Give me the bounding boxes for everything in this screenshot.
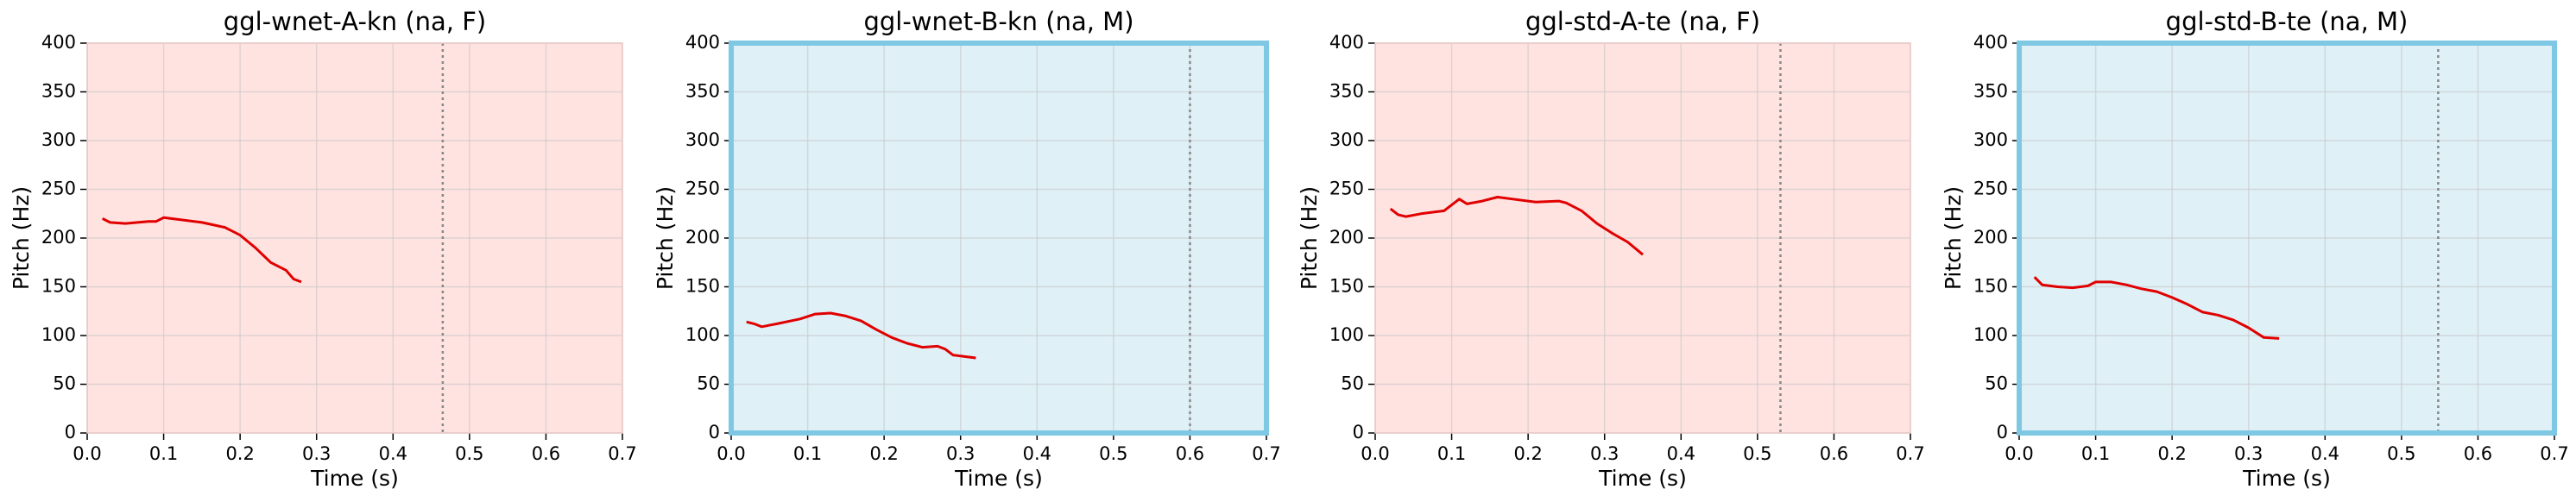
y-tick-label: 150 [41,276,76,297]
x-tick-label: 0.6 [2464,443,2492,464]
y-tick-label: 50 [697,373,720,394]
y-tick-label: 250 [41,179,76,199]
y-tick-label: 200 [1973,227,2008,248]
y-tick-label: 250 [1973,179,2008,199]
chart-title: ggl-wnet-B-kn (na, M) [863,7,1133,36]
x-tick-label: 0.5 [1099,443,1127,464]
y-tick-label: 150 [1329,276,1364,297]
y-tick-label: 250 [1329,179,1364,199]
y-tick-label: 300 [41,129,76,150]
y-axis-label: Pitch (Hz) [9,186,34,290]
y-tick-label: 350 [1329,81,1364,102]
x-tick-label: 0.5 [2387,443,2415,464]
pitch-line [746,311,976,360]
y-tick-label: 0 [709,422,720,442]
x-tick-label: 0.7 [1896,443,1924,464]
x-tick-label: 0.2 [1513,443,1542,464]
y-tick-label: 350 [41,81,76,102]
y-tick-label: 400 [1329,32,1364,53]
x-tick-label: 0.1 [2081,443,2110,464]
plot-frame [1374,42,1911,434]
x-axis-label: Time (s) [310,466,399,491]
y-tick-label: 350 [685,81,720,102]
y-tick-label: 100 [41,324,76,345]
y-tick-label: 0 [65,422,76,442]
x-tick-label: 0.2 [225,443,254,464]
x-tick-label: 0.4 [379,443,407,464]
plot-border [2017,41,2557,436]
x-tick-label: 0.7 [2540,443,2568,464]
y-tick-label: 250 [685,179,720,199]
y-tick-label: 400 [685,32,720,53]
y-axis-label: Pitch (Hz) [1297,186,1322,290]
x-tick-label: 0.1 [149,443,178,464]
x-tick-label: 0.3 [2234,443,2263,464]
x-axis-label: Time (s) [1598,466,1687,491]
y-tick-label: 100 [1973,324,2008,345]
y-tick-label: 400 [1973,32,2008,53]
y-axis-label: Pitch (Hz) [653,186,678,290]
x-tick-label: 0.0 [73,443,101,464]
x-tick-label: 0.2 [869,443,898,464]
x-tick-label: 0.0 [2005,443,2033,464]
x-tick-label: 0.5 [455,443,483,464]
x-tick-label: 0.0 [717,443,745,464]
x-tick-label: 0.3 [302,443,331,464]
y-tick-label: 50 [1341,373,1364,394]
x-tick-label: 0.4 [1023,443,1051,464]
y-tick-label: 400 [41,32,76,53]
x-tick-label: 0.7 [1252,443,1280,464]
x-axis-label: Time (s) [2242,466,2331,491]
y-tick-label: 150 [685,276,720,297]
plot-border [729,41,1269,436]
y-tick-label: 300 [1329,129,1364,150]
chart-title: ggl-std-B-te (na, M) [2166,7,2409,36]
y-tick-label: 50 [53,373,76,394]
x-tick-label: 0.2 [2157,443,2186,464]
y-tick-label: 100 [685,324,720,345]
y-tick-label: 200 [685,227,720,248]
x-tick-label: 0.4 [1667,443,1695,464]
x-tick-label: 0.4 [2311,443,2339,464]
x-tick-label: 0.6 [1820,443,1848,464]
chart-title: ggl-wnet-A-kn (na, F) [224,7,486,36]
y-tick-label: 200 [41,227,76,248]
x-tick-label: 0.3 [1590,443,1619,464]
x-tick-label: 0.7 [608,443,636,464]
y-tick-label: 0 [1353,422,1364,442]
y-tick-label: 350 [1973,81,2008,102]
x-tick-label: 0.1 [793,443,822,464]
x-axis-label: Time (s) [954,466,1043,491]
x-tick-label: 0.6 [1176,443,1204,464]
y-tick-label: 50 [1985,373,2008,394]
y-tick-label: 200 [1329,227,1364,248]
pitch-line [102,216,302,284]
x-tick-label: 0.0 [1361,443,1389,464]
y-tick-label: 150 [1973,276,2008,297]
pitch-line [1389,196,1644,256]
x-tick-label: 0.3 [946,443,975,464]
chart-title: ggl-std-A-te (na, F) [1525,7,1760,36]
y-tick-label: 300 [1973,129,2008,150]
x-tick-label: 0.1 [1437,443,1466,464]
y-tick-label: 100 [1329,324,1364,345]
y-tick-label: 300 [685,129,720,150]
y-axis-label: Pitch (Hz) [1941,186,1966,290]
x-tick-label: 0.5 [1743,443,1771,464]
x-tick-label: 0.6 [532,443,560,464]
y-tick-label: 0 [1997,422,2008,442]
plot-frame [86,42,623,434]
pitch-line [2033,276,2280,340]
